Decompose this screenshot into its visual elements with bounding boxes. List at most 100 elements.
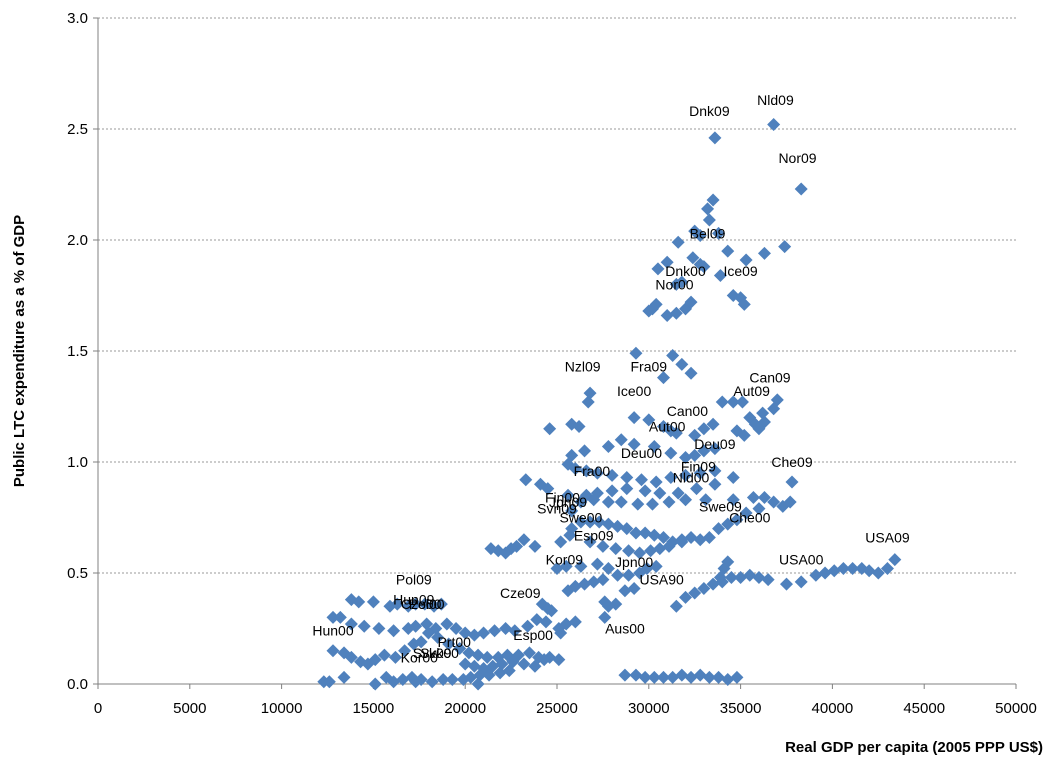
point-label: Fin09 <box>681 458 716 474</box>
point-label: Dnk00 <box>665 263 706 279</box>
point-label: Nor00 <box>655 276 693 292</box>
data-point <box>409 675 423 689</box>
data-point <box>620 482 634 496</box>
point-label: Can09 <box>749 370 790 386</box>
data-point <box>627 437 641 451</box>
data-point <box>574 495 588 509</box>
data-point <box>827 564 841 578</box>
data-point <box>757 491 771 505</box>
data-point <box>880 562 894 576</box>
data-point <box>638 484 652 498</box>
data-point <box>601 562 615 576</box>
data-point <box>675 535 689 549</box>
data-point <box>697 582 711 596</box>
data-point <box>627 582 641 596</box>
data-point <box>697 444 711 458</box>
data-point <box>721 555 735 569</box>
data-point <box>533 477 547 491</box>
data-point <box>679 493 693 507</box>
data-point <box>387 624 401 638</box>
point-label: Cze00 <box>401 596 442 612</box>
data-point <box>598 610 612 624</box>
data-point <box>563 528 577 542</box>
x-tick-label: 40000 <box>812 700 854 717</box>
y-tick-label: 0.5 <box>67 565 88 582</box>
data-point <box>539 615 553 629</box>
point-label: Aus00 <box>605 621 645 637</box>
data-point <box>794 575 808 589</box>
point-label: Swe09 <box>699 498 742 514</box>
data-point <box>649 559 663 573</box>
data-point <box>699 493 713 507</box>
data-point <box>337 670 351 684</box>
data-point <box>387 675 401 689</box>
data-point <box>511 648 525 662</box>
point-label: Fra09 <box>631 359 668 375</box>
data-point <box>609 542 623 556</box>
data-point <box>502 664 516 678</box>
point-labels-layer: Nld09 Dnk09 Nor09 Bel09 Dnk00 Ice09 Nor00 Nzl09… <box>312 92 909 665</box>
data-point <box>693 668 707 682</box>
data-point <box>579 464 593 478</box>
ticks-layer: 0.0 0.5 1.0 1.5 2.0 2.5 3.0 0 5000 10000 15000 2000… <box>67 10 1037 717</box>
data-point <box>398 644 412 658</box>
data-point <box>449 622 463 635</box>
data-point <box>517 533 531 547</box>
data-point <box>706 193 720 207</box>
data-point <box>601 517 615 531</box>
data-point <box>647 439 661 453</box>
data-point <box>712 670 726 684</box>
data-point <box>488 624 502 638</box>
data-point <box>785 475 799 489</box>
data-point <box>372 622 386 635</box>
point-label: Svn09 <box>537 501 577 517</box>
data-point <box>611 568 625 582</box>
data-point <box>684 295 698 309</box>
data-point <box>578 444 592 458</box>
data-point <box>809 568 823 582</box>
data-point <box>679 451 693 465</box>
point-label: Aut00 <box>649 418 686 434</box>
data-point <box>425 675 439 689</box>
data-point <box>420 617 434 631</box>
data-point <box>767 495 781 509</box>
data-point <box>471 677 485 691</box>
data-point <box>693 466 707 480</box>
data-point <box>618 584 632 598</box>
x-tick-label: 0 <box>94 700 102 717</box>
point-label: Can00 <box>667 403 708 419</box>
point-label: Che09 <box>771 454 812 470</box>
data-point <box>633 546 647 560</box>
data-point <box>596 573 610 587</box>
data-point <box>737 428 751 442</box>
data-point <box>706 417 720 431</box>
data-point <box>686 251 700 265</box>
data-point <box>581 395 595 409</box>
data-point <box>482 668 496 682</box>
data-point <box>684 670 698 684</box>
data-point <box>708 477 722 491</box>
data-point <box>649 475 663 489</box>
point-label: Prt00 <box>437 634 471 650</box>
data-point <box>712 226 726 240</box>
point-label: Esp00 <box>513 627 553 643</box>
point-label: Kor09 <box>546 552 584 568</box>
data-point <box>671 486 685 500</box>
data-point <box>596 539 610 553</box>
x-tick-label: 50000 <box>995 700 1037 717</box>
data-point <box>565 504 579 518</box>
data-point <box>458 657 472 671</box>
point-label: Swe00 <box>559 510 602 526</box>
data-point <box>743 568 757 582</box>
data-point <box>352 595 366 609</box>
data-point <box>436 673 450 687</box>
data-point <box>368 677 382 691</box>
data-point <box>409 619 423 633</box>
data-point <box>554 535 568 549</box>
data-point <box>846 562 860 576</box>
data-point <box>590 466 604 480</box>
data-point <box>440 617 454 631</box>
point-label: USA09 <box>865 529 910 545</box>
data-point <box>702 530 716 544</box>
data-point <box>388 650 402 664</box>
